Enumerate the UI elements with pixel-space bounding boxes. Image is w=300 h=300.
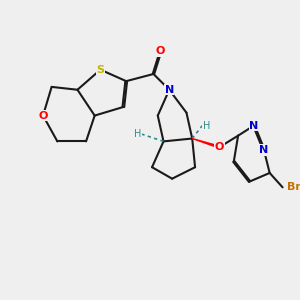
Text: Br: Br — [287, 182, 300, 192]
Polygon shape — [192, 139, 220, 148]
Text: O: O — [156, 46, 165, 56]
Text: H: H — [134, 129, 141, 139]
Text: O: O — [38, 111, 48, 121]
Text: H: H — [203, 121, 210, 130]
Text: N: N — [249, 121, 259, 130]
Text: S: S — [96, 65, 104, 75]
Text: N: N — [259, 145, 268, 155]
Text: N: N — [165, 85, 174, 95]
Text: O: O — [215, 142, 224, 152]
